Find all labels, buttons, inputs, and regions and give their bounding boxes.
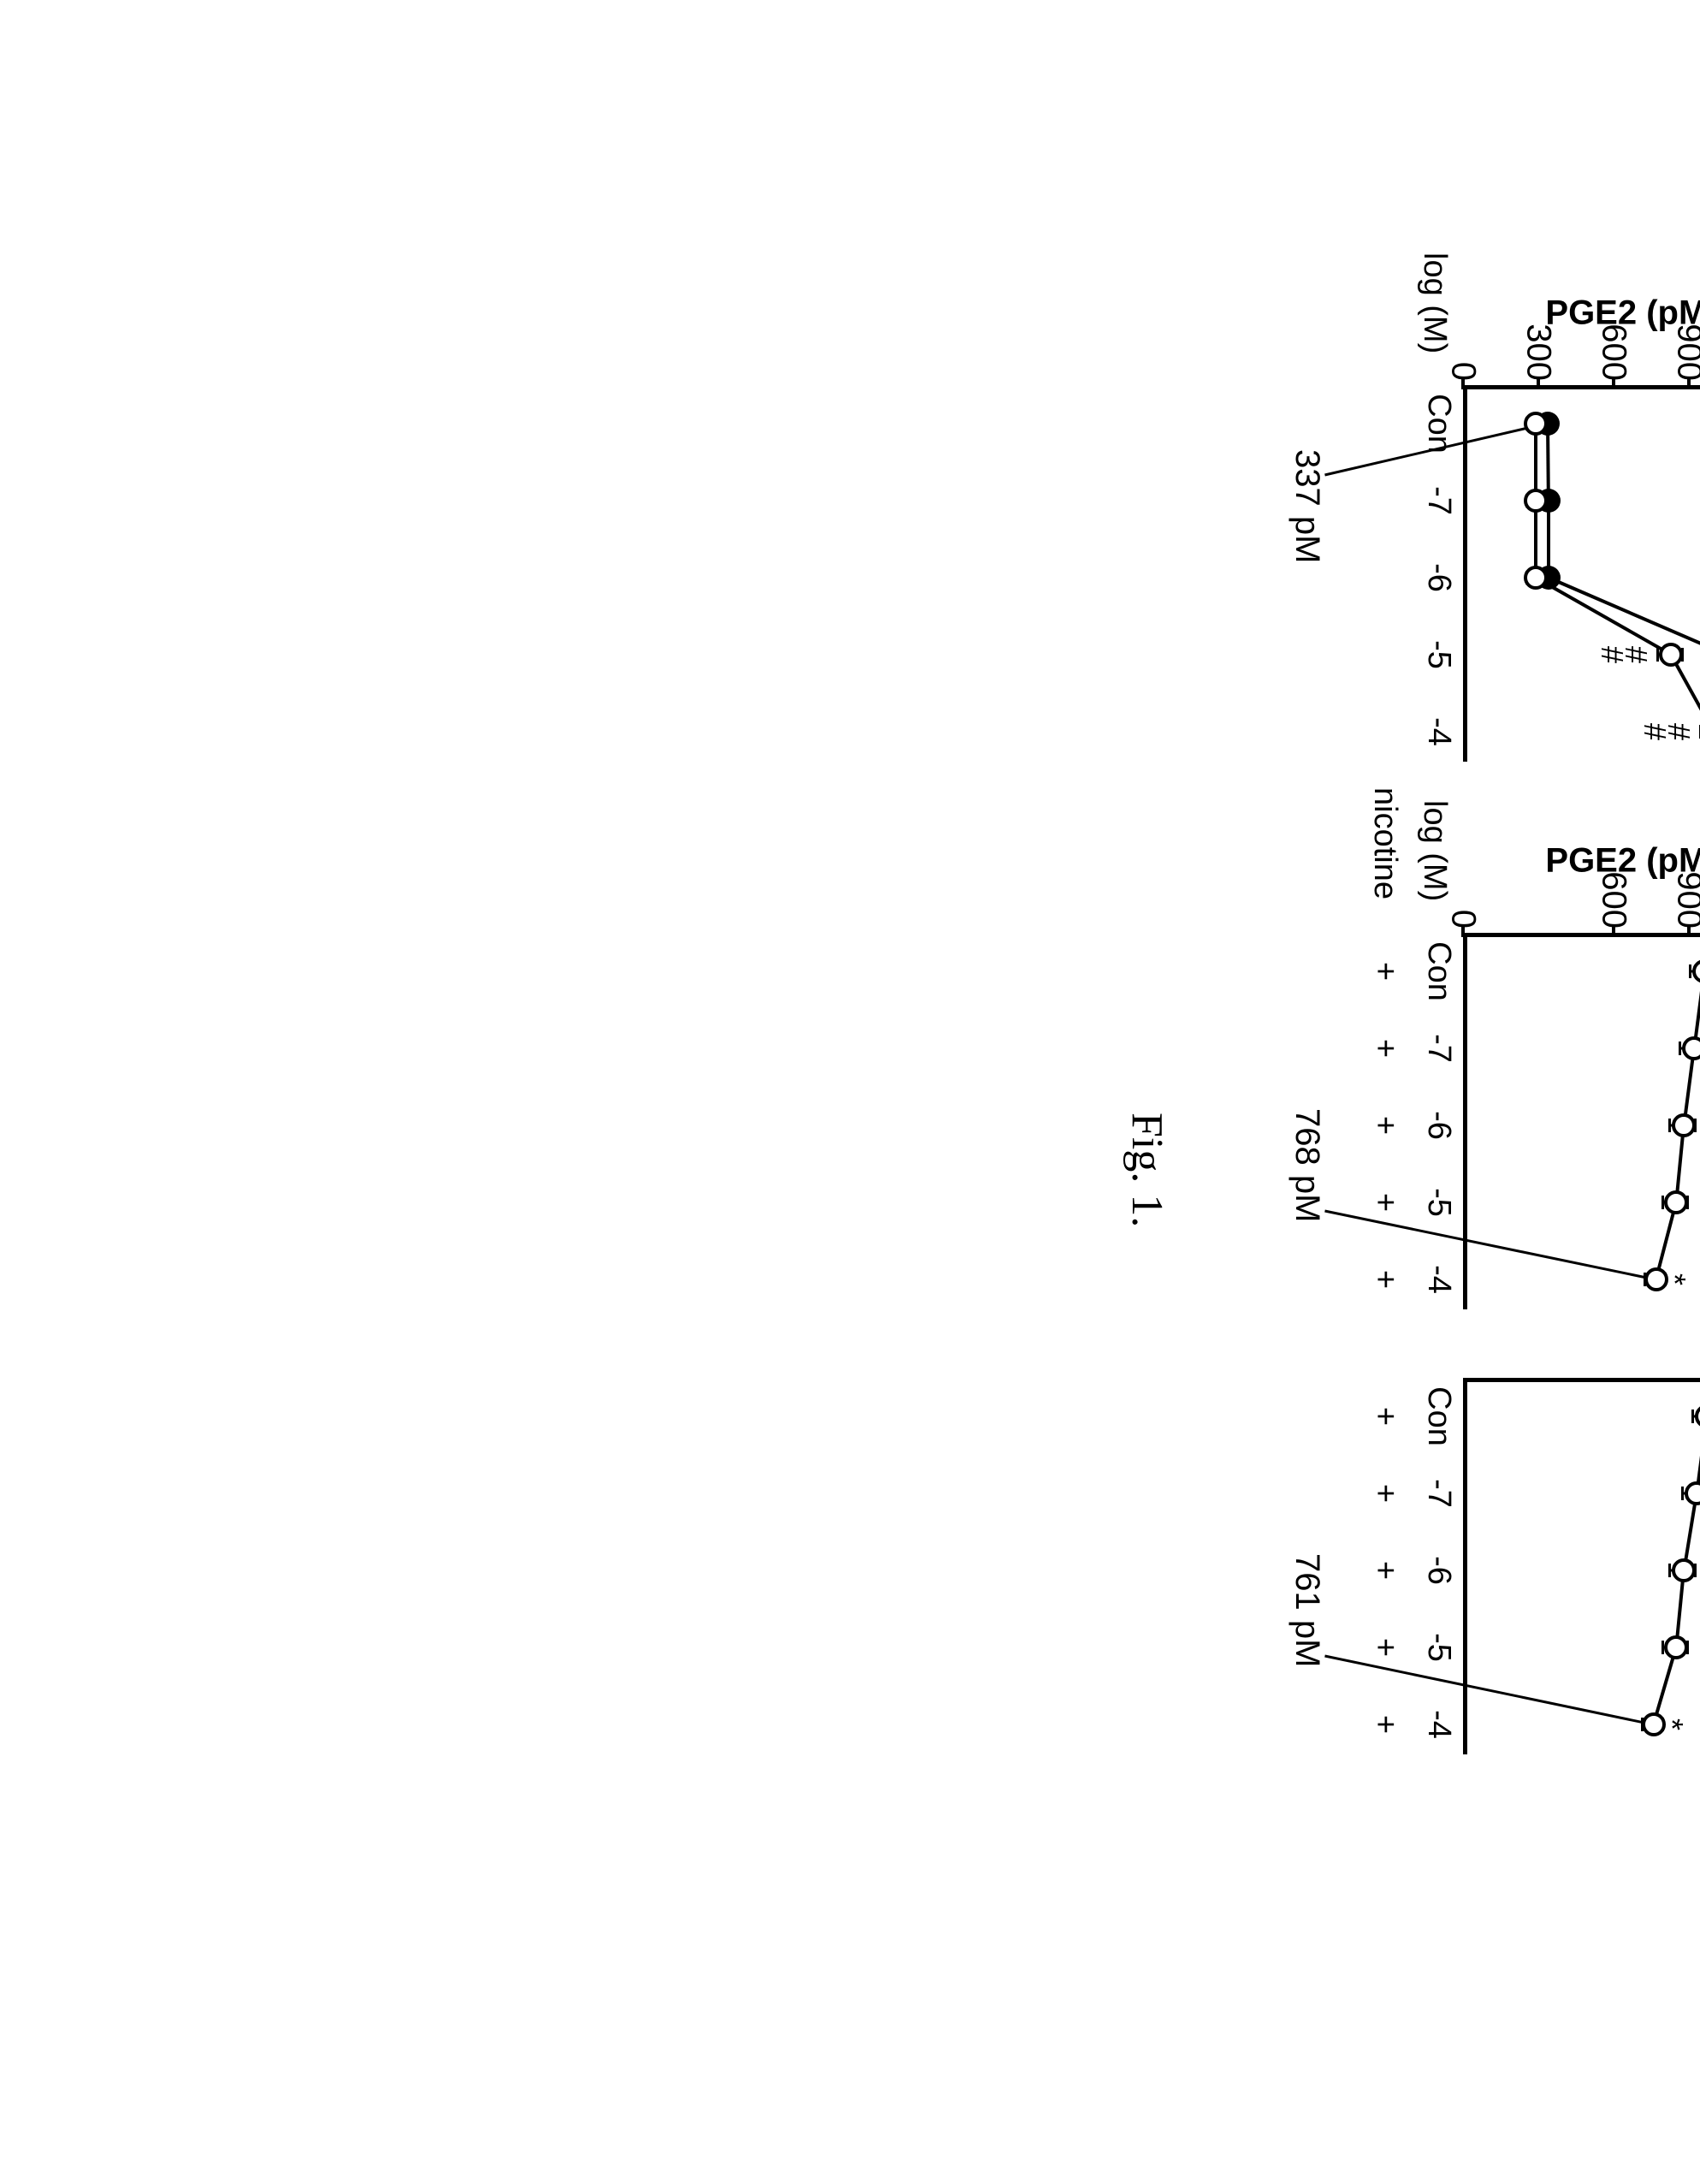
x-tick-label: Con — [1420, 1386, 1457, 1446]
annotation-label: 337 pM — [1288, 449, 1326, 563]
x-axis-label: log (M) — [1416, 800, 1453, 901]
x-tick-label: Con — [1420, 941, 1457, 1001]
panel-e: E NS398 Con-7-6-5-4+++++**761 pM — [1463, 1378, 1700, 1754]
x-row2-value: + — [1366, 1270, 1403, 1289]
figure-caption: Fig. 1. — [1122, 1113, 1172, 1227]
error-cap — [1661, 1196, 1664, 1209]
marker-open — [1664, 1635, 1688, 1659]
y-tick-label: 0 — [1444, 910, 1483, 929]
series-line — [1535, 576, 1672, 656]
panels-row: A nicotine PGE2 (pM) 030060090012001500C… — [1463, 385, 1700, 1754]
x-row2-label: nicotine — [1366, 787, 1403, 899]
error-cap — [1656, 648, 1659, 662]
x-tick-label: -4 — [1420, 1265, 1457, 1294]
panel-e-plot: Con-7-6-5-4+++++**761 pM — [1463, 1378, 1700, 1754]
y-tick-label: 600 — [1595, 323, 1633, 381]
x-tick-label: -6 — [1420, 1111, 1457, 1140]
y-tick-label: 600 — [1595, 871, 1633, 929]
marker-open — [1642, 1712, 1666, 1736]
x-tick-label: -7 — [1420, 1479, 1457, 1508]
marker-open — [1664, 1190, 1688, 1214]
marker-open — [1644, 1267, 1668, 1291]
marker-open — [1672, 1558, 1696, 1582]
x-tick-label: -5 — [1420, 1188, 1457, 1217]
significance-mark: # — [1594, 646, 1630, 663]
x-axis-label: log (M) — [1416, 252, 1453, 353]
error-cap — [1668, 1119, 1671, 1132]
y-tick-label: 0 — [1444, 362, 1483, 381]
x-row2-value: + — [1366, 1039, 1403, 1058]
marker-open — [1524, 566, 1548, 590]
error-cap — [1661, 1641, 1664, 1654]
marker-open — [1695, 1404, 1700, 1428]
marker-open — [1524, 412, 1548, 436]
x-tick-label: -6 — [1420, 563, 1457, 592]
x-row2-value: + — [1366, 1116, 1403, 1135]
y-tick-label: 900 — [1670, 871, 1700, 929]
x-row2-value: + — [1366, 1193, 1403, 1212]
figure-container: A nicotine PGE2 (pM) 030060090012001500C… — [0, 385, 1700, 1754]
significance-mark: # — [1637, 723, 1673, 740]
y-tick-label: 900 — [1670, 323, 1700, 381]
x-tick-label: -4 — [1420, 1710, 1457, 1739]
annotation-label: 761 pM — [1288, 1553, 1326, 1667]
marker-open — [1672, 1113, 1696, 1137]
error-cap — [1691, 1410, 1694, 1423]
marker-open — [1685, 1481, 1700, 1505]
x-row2-value: + — [1366, 962, 1403, 981]
annotation-label: 768 pM — [1288, 1108, 1326, 1222]
x-row2-value: + — [1366, 1715, 1403, 1734]
x-row2-value: + — [1366, 1561, 1403, 1580]
x-tick-label: -5 — [1420, 1633, 1457, 1662]
marker-open — [1524, 489, 1548, 513]
panel-d-plot: 060090012001500Con-7-6-5-4log (M)nicotin… — [1463, 933, 1700, 1309]
error-cap — [1668, 1564, 1671, 1577]
error-cap — [1689, 964, 1691, 978]
panel-d: D indomethacin PGE2 (pM) 060090012001500… — [1463, 933, 1700, 1344]
x-tick-label: -4 — [1420, 717, 1457, 746]
marker-open — [1692, 959, 1700, 983]
x-tick-label: -7 — [1420, 1034, 1457, 1063]
marker-open — [1659, 643, 1683, 667]
error-cap — [1679, 1042, 1681, 1055]
x-tick-label: -6 — [1420, 1556, 1457, 1585]
x-row2-value: + — [1366, 1484, 1403, 1503]
marker-open — [1682, 1036, 1700, 1060]
y-tick-label: 300 — [1519, 323, 1558, 381]
panel-a-plot: 030060090012001500Con-7-6-5-4log (M)####… — [1463, 385, 1700, 762]
x-tick-label: -7 — [1420, 486, 1457, 515]
x-row2-value: + — [1366, 1407, 1403, 1426]
x-tick-label: -5 — [1420, 640, 1457, 669]
x-row2-value: + — [1366, 1638, 1403, 1657]
error-cap — [1681, 1487, 1684, 1500]
panel-a: A nicotine PGE2 (pM) 030060090012001500C… — [1463, 385, 1700, 796]
